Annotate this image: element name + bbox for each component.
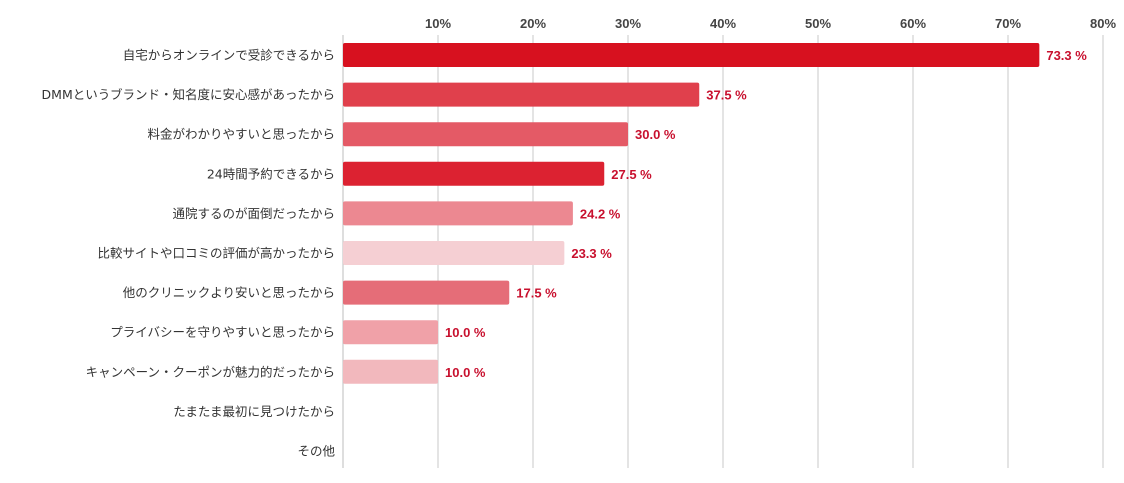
category-label: 比較サイトや口コミの評価が高かったから	[97, 246, 335, 261]
bar	[343, 122, 628, 147]
x-tick-label: 70%	[995, 16, 1021, 31]
x-tick-label: 80%	[1090, 16, 1116, 31]
x-tick-label: 50%	[805, 16, 831, 31]
data-label: 24.2 %	[580, 206, 621, 221]
bar	[343, 320, 438, 345]
bar	[343, 82, 700, 107]
category-label: 通院するのが面倒だったから	[172, 206, 335, 221]
data-label: 23.3 %	[571, 246, 612, 261]
bar	[343, 280, 510, 305]
data-label: 27.5 %	[611, 167, 652, 182]
data-label: 10.0 %	[445, 365, 486, 380]
category-label: たまたま最初に見つけたから	[173, 404, 335, 419]
bar	[343, 201, 573, 226]
data-label: 73.3 %	[1046, 48, 1087, 63]
category-label: その他	[297, 444, 335, 459]
bar	[343, 161, 605, 186]
category-label: プライバシーを守りやすいと思ったから	[110, 325, 335, 340]
x-tick-label: 10%	[425, 16, 451, 31]
category-label: キャンペーン・クーポンが魅力的だったから	[86, 364, 335, 379]
x-tick-label: 20%	[520, 16, 546, 31]
x-tick-label: 30%	[615, 16, 641, 31]
x-tick-label: 60%	[900, 16, 926, 31]
bar	[343, 43, 1040, 67]
data-label: 30.0 %	[635, 127, 676, 142]
bar	[343, 241, 565, 265]
category-label: 料金がわかりやすいと思ったから	[147, 127, 335, 142]
category-label: DMMというブランド・知名度に安心感があったから	[42, 87, 335, 102]
category-label: 24時間予約できるから	[207, 166, 335, 181]
bar	[343, 359, 438, 384]
data-label: 37.5 %	[706, 88, 747, 103]
data-label: 17.5 %	[516, 286, 557, 301]
category-label: 自宅からオンラインで受診できるから	[123, 48, 335, 63]
x-tick-label: 40%	[710, 16, 736, 31]
category-label: 他のクリニックより安いと思ったから	[123, 285, 335, 300]
data-label: 10.0 %	[445, 325, 486, 340]
